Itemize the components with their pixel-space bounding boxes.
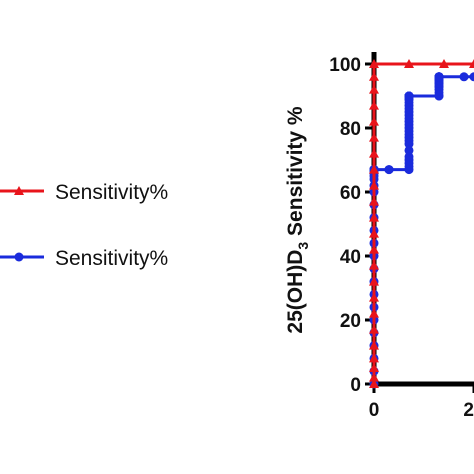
data-point bbox=[434, 72, 444, 82]
data-point bbox=[369, 353, 379, 363]
legend-entry: Sensitivity% bbox=[0, 247, 168, 270]
data-point bbox=[369, 180, 379, 190]
legend: Sensitivity% Sensitivity% bbox=[0, 181, 168, 270]
series-layer bbox=[369, 59, 474, 389]
data-point bbox=[469, 72, 474, 82]
data-point bbox=[369, 308, 379, 318]
data-point bbox=[369, 260, 379, 270]
data-point bbox=[404, 152, 414, 162]
data-point bbox=[369, 132, 379, 142]
data-point bbox=[369, 100, 379, 110]
y-tick-label: 60 bbox=[340, 183, 361, 204]
data-point bbox=[404, 91, 414, 101]
legend-label: Sensitivity% bbox=[55, 247, 168, 270]
y-tick-label: 80 bbox=[340, 119, 361, 140]
data-point bbox=[369, 276, 379, 286]
series-triangle bbox=[369, 59, 474, 388]
data-point bbox=[369, 212, 379, 222]
y-tick-label: 40 bbox=[340, 247, 361, 268]
data-point bbox=[439, 59, 449, 68]
data-point bbox=[469, 59, 474, 68]
y-axis-label-main: 25(OH)D bbox=[284, 250, 307, 334]
series-line bbox=[372, 62, 474, 384]
data-point bbox=[369, 363, 379, 372]
data-point bbox=[369, 228, 379, 238]
legend-label: Sensitivity% bbox=[55, 181, 168, 204]
data-point bbox=[369, 84, 379, 94]
data-point bbox=[369, 196, 379, 206]
data-point bbox=[369, 71, 379, 81]
axes: 0 20 40 60 80 100 0 20 bbox=[329, 52, 474, 421]
y-tick-label: 0 bbox=[350, 375, 361, 396]
data-point bbox=[369, 292, 379, 302]
data-point bbox=[369, 324, 379, 334]
y-tick-label: 20 bbox=[340, 311, 361, 332]
series-line bbox=[372, 75, 474, 384]
data-point bbox=[369, 372, 379, 382]
data-point bbox=[404, 59, 414, 68]
y-tick-label: 100 bbox=[329, 55, 361, 76]
x-tick-label: 0 bbox=[369, 400, 380, 421]
data-point bbox=[459, 72, 469, 82]
y-axis-label-suffix: Sensitivity % bbox=[284, 106, 307, 242]
series-circle bbox=[369, 72, 474, 389]
legend-marker bbox=[14, 186, 24, 195]
legend-entry: Sensitivity% bbox=[0, 181, 168, 204]
data-point bbox=[369, 164, 379, 174]
x-tick-label: 20 bbox=[463, 400, 474, 421]
legend-marker bbox=[14, 252, 24, 262]
data-point bbox=[404, 145, 414, 155]
data-point bbox=[369, 59, 379, 68]
y-axis-label-subscript: 3 bbox=[295, 242, 311, 250]
data-point bbox=[369, 116, 379, 126]
y-axis-label: 25(OH)D3 Sensitivity % bbox=[284, 106, 311, 334]
data-point bbox=[384, 165, 394, 175]
data-point bbox=[369, 340, 379, 350]
data-point bbox=[369, 244, 379, 254]
data-point bbox=[369, 379, 379, 388]
data-point bbox=[369, 148, 379, 158]
